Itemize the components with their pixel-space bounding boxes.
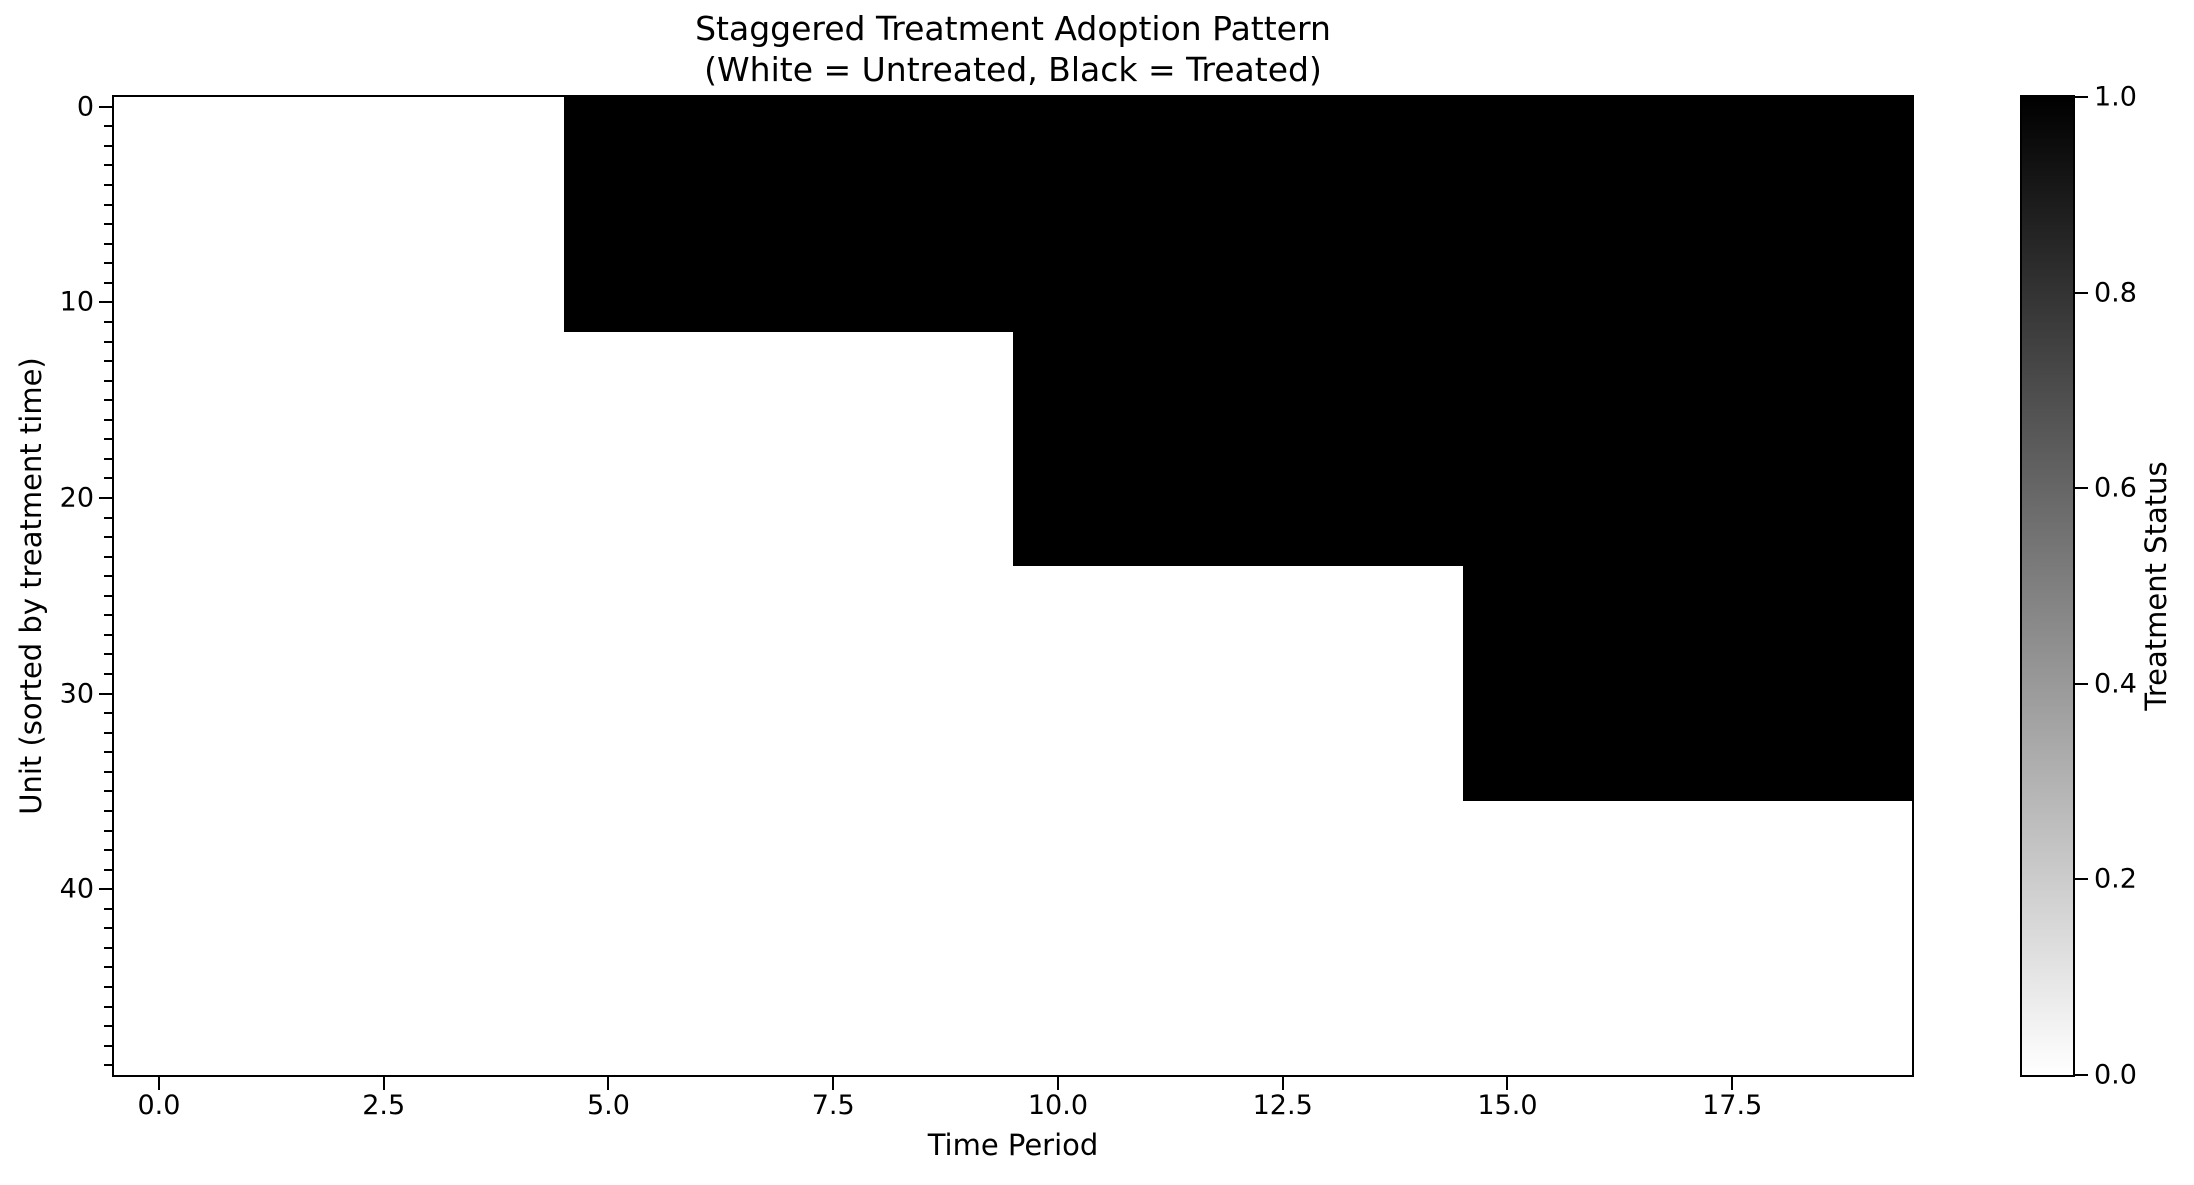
- x-tick-label: 10.0: [1027, 1090, 1088, 1121]
- y-axis-minor-tick: [104, 555, 112, 558]
- y-axis-minor-tick: [104, 262, 112, 265]
- y-axis-minor-tick: [104, 379, 112, 382]
- y-axis-minor-tick: [104, 203, 112, 206]
- y-axis-minor-tick: [104, 673, 112, 676]
- colorbar-tick-label: 1.0: [2094, 81, 2137, 113]
- colorbar-tick: [2075, 96, 2088, 98]
- y-axis-minor-tick: [104, 536, 112, 539]
- colorbar-tick: [2075, 878, 2088, 881]
- y-axis-minor-tick: [104, 223, 112, 226]
- x-axis-tick: [1506, 1077, 1509, 1090]
- chart-subtitle: (White = Untreated, Black = Treated): [704, 50, 1322, 90]
- x-tick-label: 17.5: [1702, 1090, 1763, 1121]
- y-axis-minor-tick: [104, 946, 112, 949]
- treated-region: [1013, 331, 1912, 567]
- y-tick-label: 20: [59, 482, 94, 514]
- y-axis-minor-tick: [104, 790, 112, 793]
- y-axis-minor-tick: [104, 868, 112, 871]
- y-axis-minor-tick: [104, 399, 112, 402]
- y-axis-minor-tick: [104, 340, 112, 343]
- y-axis-minor-tick: [104, 144, 112, 147]
- y-axis-minor-tick: [104, 418, 112, 421]
- x-tick-label: 15.0: [1477, 1090, 1538, 1121]
- y-axis-minor-tick: [104, 1025, 112, 1028]
- plot-area: [112, 95, 1914, 1077]
- colorbar-tick: [2075, 1074, 2088, 1076]
- x-axis-tick: [382, 1077, 385, 1090]
- y-axis-minor-tick: [104, 457, 112, 460]
- y-axis-minor-tick: [104, 575, 112, 578]
- y-axis-minor-tick: [104, 360, 112, 363]
- treated-region: [563, 97, 1912, 332]
- y-axis-minor-tick: [104, 985, 112, 988]
- x-axis-tick: [1281, 1077, 1284, 1090]
- colorbar-tick: [2075, 682, 2088, 685]
- y-axis-minor-tick: [104, 770, 112, 773]
- y-axis-tick: [99, 496, 112, 499]
- y-axis-minor-tick: [104, 1005, 112, 1008]
- x-axis-tick: [832, 1077, 835, 1090]
- y-axis-minor-tick: [104, 907, 112, 910]
- y-tick-label: 40: [59, 873, 94, 905]
- x-axis-tick: [1731, 1077, 1734, 1090]
- x-tick-label: 0.0: [137, 1090, 181, 1121]
- y-axis-minor-tick: [104, 751, 112, 754]
- colorbar-tick-label: 0.2: [2094, 863, 2137, 895]
- y-axis-tick: [99, 888, 112, 891]
- y-axis-minor-tick: [104, 125, 112, 128]
- y-axis-minor-tick: [104, 1064, 112, 1067]
- colorbar-tick: [2075, 291, 2088, 294]
- y-axis-minor-tick: [104, 320, 112, 323]
- y-axis-tick: [99, 301, 112, 304]
- colorbar-tick-label: 0.6: [2094, 472, 2137, 504]
- y-tick-label: 0: [76, 91, 94, 123]
- chart-title: Staggered Treatment Adoption Pattern: [695, 9, 1331, 48]
- x-tick-label: 5.0: [586, 1090, 630, 1121]
- x-axis-label: Time Period: [927, 1128, 1099, 1162]
- y-axis-minor-tick: [104, 516, 112, 519]
- x-axis-tick: [607, 1077, 610, 1090]
- y-tick-label: 10: [59, 286, 94, 318]
- chart-title-block: Staggered Treatment Adoption Pattern (Wh…: [113, 8, 1913, 91]
- treated-region: [1462, 566, 1912, 802]
- y-axis-minor-tick: [104, 731, 112, 734]
- y-axis-minor-tick: [104, 849, 112, 852]
- y-axis-minor-tick: [104, 594, 112, 597]
- y-axis-minor-tick: [104, 712, 112, 715]
- y-axis-minor-tick: [104, 966, 112, 969]
- y-axis-minor-tick: [104, 653, 112, 656]
- y-axis-minor-tick: [104, 927, 112, 930]
- x-axis-tick: [157, 1077, 160, 1090]
- y-axis-minor-tick: [104, 633, 112, 636]
- x-tick-label: 2.5: [362, 1090, 406, 1121]
- y-axis-minor-tick: [104, 829, 112, 832]
- colorbar-tick: [2075, 487, 2088, 490]
- y-axis-tick: [99, 105, 112, 108]
- colorbar-label: Treatment Status: [2139, 461, 2173, 711]
- y-axis-minor-tick: [104, 164, 112, 167]
- colorbar-gradient: [2020, 95, 2075, 1077]
- colorbar-tick-label: 0.0: [2094, 1059, 2137, 1091]
- y-axis-label: Unit (sorted by treatment time): [14, 357, 48, 815]
- y-tick-label: 30: [59, 678, 94, 710]
- y-axis-minor-tick: [104, 438, 112, 441]
- colorbar-tick-label: 0.8: [2094, 277, 2137, 309]
- y-axis-minor-tick: [104, 809, 112, 812]
- y-axis-minor-tick: [104, 614, 112, 617]
- y-axis-minor-tick: [104, 281, 112, 284]
- x-tick-label: 12.5: [1252, 1090, 1313, 1121]
- y-axis-minor-tick: [104, 242, 112, 245]
- y-axis-minor-tick: [104, 477, 112, 480]
- y-axis-minor-tick: [104, 1044, 112, 1047]
- y-axis-tick: [99, 692, 112, 695]
- y-axis-minor-tick: [104, 184, 112, 187]
- x-tick-label: 7.5: [811, 1090, 855, 1121]
- colorbar-tick-label: 0.4: [2094, 668, 2137, 700]
- x-axis-tick: [1056, 1077, 1059, 1090]
